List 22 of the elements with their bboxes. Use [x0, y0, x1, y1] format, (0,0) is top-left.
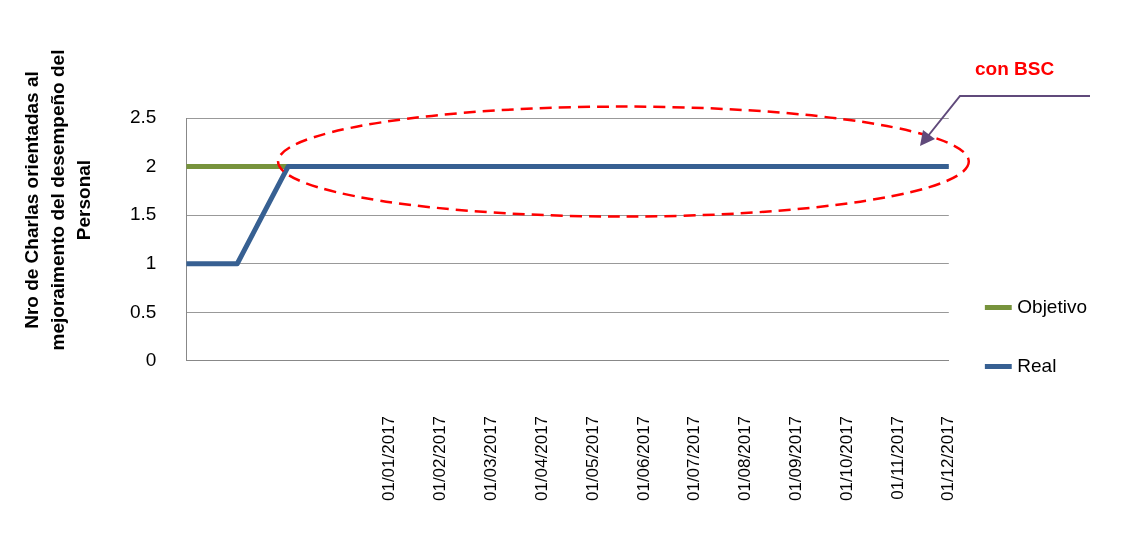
x-tick-label: 01/01/2017: [379, 415, 399, 502]
x-tick-label: 01/08/2017: [735, 415, 755, 502]
y-axis-title: Nro de Charlas orientadas al mejoraimento del desempeño del Personal: [20, 48, 95, 353]
x-tick-label: 01/03/2017: [481, 415, 501, 502]
y-tick-label: 2.5: [129, 106, 157, 128]
x-tick-label: 01/09/2017: [786, 415, 806, 502]
y-tick-label: 0: [145, 349, 157, 371]
x-tick-label: 01/04/2017: [531, 415, 551, 502]
y-tick-label: 1.5: [129, 203, 157, 225]
x-tick-label: 01/02/2017: [430, 415, 450, 502]
x-tick-label: 01/05/2017: [582, 415, 602, 502]
x-tick-label: 01/12/2017: [938, 415, 958, 502]
x-tick-label: 01/06/2017: [633, 415, 653, 502]
text: con BSC: [975, 58, 1055, 80]
y-tick-label: 1: [145, 251, 157, 273]
legend-label: Objetivo: [1017, 295, 1087, 317]
x-tick-label: 01/10/2017: [836, 415, 856, 502]
y-tick-label: 0.5: [129, 300, 157, 322]
x-tick-label: 01/11/2017: [887, 415, 907, 500]
x-tick-label: 01/07/2017: [684, 415, 704, 502]
y-tick-label: 2: [145, 154, 157, 176]
legend-label: Real: [1017, 354, 1057, 376]
